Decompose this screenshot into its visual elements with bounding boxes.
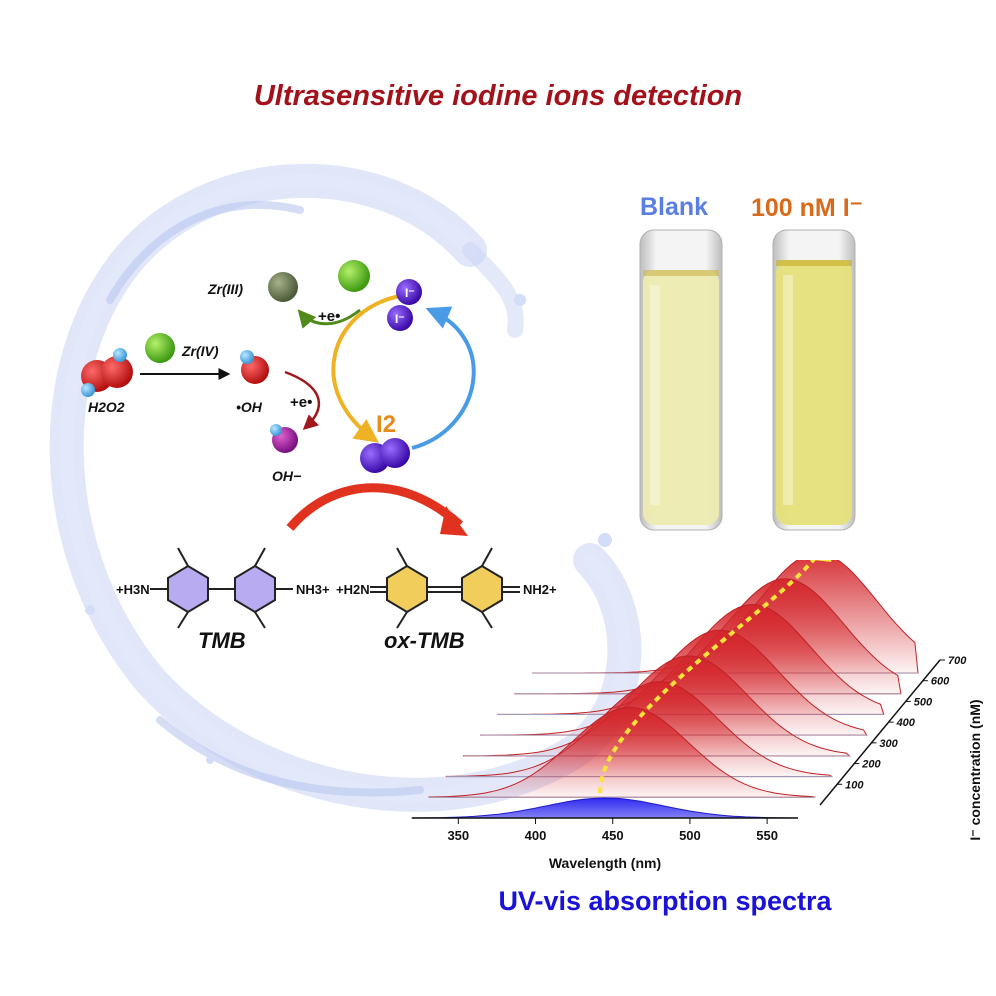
x-tick-label: 400 bbox=[525, 828, 547, 843]
tmb-right-group: NH3+ bbox=[296, 582, 330, 597]
blank-vial bbox=[639, 229, 723, 531]
oxtmb-left-group: +H2N bbox=[336, 582, 370, 597]
iodine-molecule bbox=[360, 438, 410, 473]
x-axis-label: Wavelength (nm) bbox=[549, 855, 661, 871]
zr-atom-cycle bbox=[338, 260, 370, 292]
z-tick-label: 600 bbox=[931, 676, 950, 688]
x-tick-label: 550 bbox=[756, 828, 778, 843]
x-tick-label: 450 bbox=[602, 828, 624, 843]
iodide-vial bbox=[772, 229, 856, 531]
tmb-structure bbox=[150, 547, 293, 629]
oh-radical-molecule bbox=[240, 350, 269, 384]
spectra-caption: UV-vis absorption spectra bbox=[498, 886, 832, 916]
iodide-sample-label: 100 nM I⁻ bbox=[751, 194, 863, 222]
electron-arrow-oh bbox=[284, 370, 321, 431]
cycle-arrow-yellow bbox=[331, 294, 401, 443]
h2o2-molecule bbox=[81, 348, 133, 397]
zr3-label: Zr(III) bbox=[207, 281, 243, 297]
blank-label: Blank bbox=[640, 193, 709, 221]
iodine-label: I2 bbox=[376, 411, 396, 438]
tmb-left-group: +H3N bbox=[116, 582, 150, 597]
z-axis-label: I⁻ concentration (nM) bbox=[967, 699, 983, 840]
iodide-ions bbox=[387, 279, 422, 331]
h2o2-label: H2O2 bbox=[88, 399, 125, 415]
z-tick-label: 700 bbox=[948, 655, 967, 667]
zr3-atom bbox=[268, 272, 298, 302]
zr4-label: Zr(IV) bbox=[181, 343, 219, 359]
zr4-atom bbox=[145, 333, 175, 363]
iodide-label-1: I⁻ bbox=[405, 286, 415, 300]
tmb-label: TMB bbox=[198, 628, 246, 653]
z-tick-label: 100 bbox=[845, 779, 864, 791]
electron-label-mid: +e• bbox=[290, 394, 312, 411]
oh-radical-label: •OH bbox=[236, 399, 263, 415]
z-tick-label: 400 bbox=[896, 717, 916, 729]
electron-label-top: +e• bbox=[318, 308, 340, 325]
hydroxide-label: OH− bbox=[272, 468, 301, 484]
x-tick-label: 350 bbox=[447, 828, 469, 843]
x-tick-label: 500 bbox=[679, 828, 701, 843]
peak-shift-arrow bbox=[598, 560, 816, 794]
spectra-chart: 350 400 450 500 550 100 200 300 400 500 600 700 Wa… bbox=[411, 560, 983, 871]
oxtmb-right-group: NH2+ bbox=[523, 582, 557, 597]
iodide-label-2: I⁻ bbox=[395, 312, 405, 326]
peak-shift-arrow-head bbox=[813, 560, 832, 562]
vials-photo bbox=[639, 229, 856, 531]
z-axis-line bbox=[819, 659, 941, 806]
electron-arrow-zr bbox=[297, 308, 361, 329]
oxidation-arrow-head bbox=[440, 506, 468, 536]
spectrum-curve bbox=[428, 706, 816, 798]
oxidation-arrow bbox=[286, 483, 464, 531]
oxtmb-label: ox-TMB bbox=[384, 628, 465, 653]
cycle-arrow-blue bbox=[411, 306, 476, 450]
spectrum-curve bbox=[411, 797, 799, 819]
hydroxide-molecule bbox=[270, 424, 298, 453]
z-tick-label: 500 bbox=[914, 696, 933, 708]
z-tick-label: 200 bbox=[861, 759, 881, 771]
oxtmb-structure bbox=[370, 547, 520, 629]
title: Ultrasensitive iodine ions detection bbox=[253, 80, 743, 112]
z-tick-label: 300 bbox=[879, 738, 898, 750]
